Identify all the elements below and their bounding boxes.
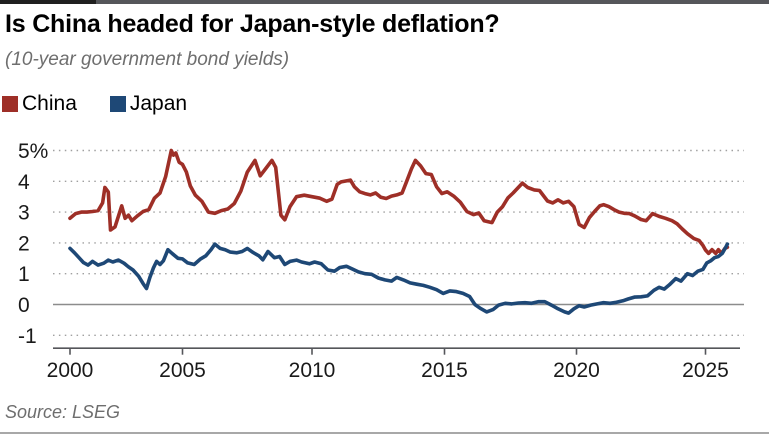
x-axis: 2000 2005 2010 2015 2020 2025 bbox=[47, 347, 740, 382]
japan-yield-line bbox=[68, 242, 730, 315]
x-tick-label: 2010 bbox=[289, 359, 336, 382]
legend-item-japan: Japan bbox=[109, 92, 188, 116]
x-tick-label: 2005 bbox=[159, 359, 206, 382]
y-tick-label: 3 bbox=[18, 202, 30, 225]
y-tick-label: 0 bbox=[18, 294, 30, 317]
legend-label-china: China bbox=[22, 92, 77, 115]
top-rule-accent bbox=[0, 0, 96, 4]
y-tick-label: 1 bbox=[18, 263, 30, 286]
legend-label-japan: Japan bbox=[129, 92, 188, 115]
x-tick-label: 2025 bbox=[682, 359, 729, 382]
source-note: Source: LSEG bbox=[5, 402, 121, 422]
top-rule bbox=[0, 0, 769, 4]
y-tick-label: 5% bbox=[18, 140, 48, 163]
y-tick-label: -1 bbox=[18, 325, 37, 348]
legend-item-china: China bbox=[2, 92, 77, 116]
chart-title: Is China headed for Japan-style deflatio… bbox=[5, 10, 500, 38]
y-axis-labels: 5% 4 3 2 1 0 -1 bbox=[18, 140, 48, 348]
x-tick-label: 2020 bbox=[553, 359, 600, 382]
x-tick-label: 2000 bbox=[47, 359, 94, 382]
series-lines bbox=[68, 148, 730, 315]
china-yield-line bbox=[68, 148, 730, 256]
gridlines bbox=[53, 149, 744, 336]
legend: China Japan bbox=[2, 92, 187, 116]
y-tick-label: 2 bbox=[18, 232, 30, 255]
x-tick-label: 2015 bbox=[421, 359, 468, 382]
china-color-swatch bbox=[2, 96, 18, 112]
y-tick-label: 4 bbox=[18, 171, 30, 194]
japan-color-swatch bbox=[109, 96, 126, 112]
chart-subtitle: (10-year government bond yields) bbox=[5, 49, 290, 70]
